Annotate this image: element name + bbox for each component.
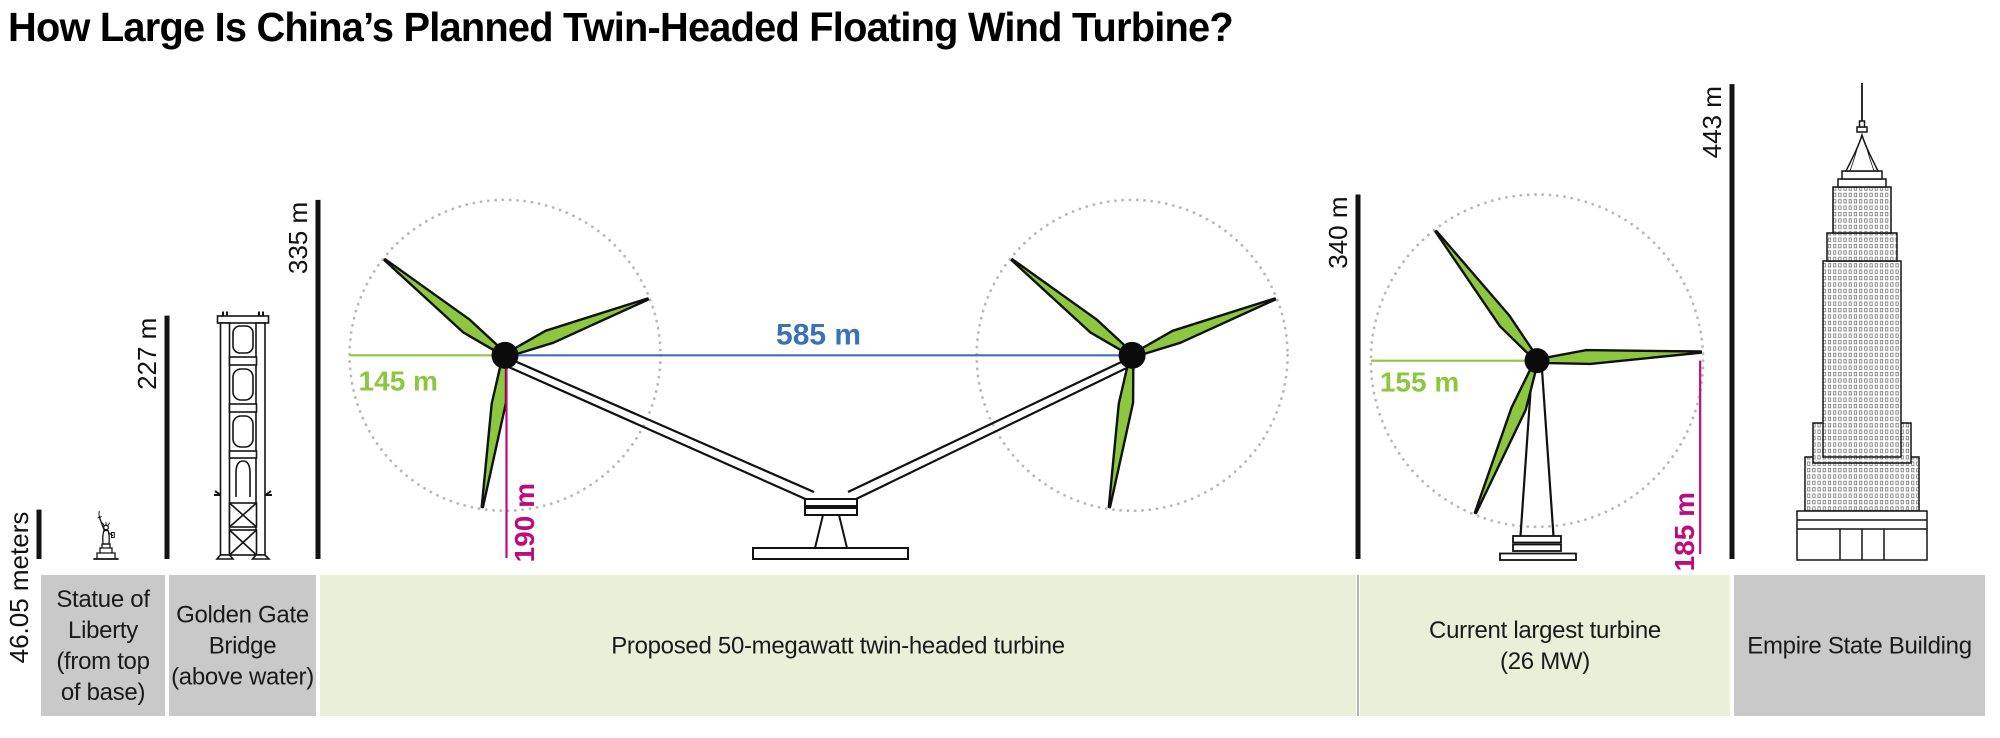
gg-arch-opening	[235, 460, 251, 497]
gg-portal-opening	[232, 368, 254, 401]
rotor-radius-label-largest: 155 m	[1380, 367, 1459, 398]
esb-main-shaft	[1822, 260, 1902, 458]
band-cell-label-golden-gate-bridge: Golden Gate	[176, 602, 309, 629]
esb-spire-flare-lines	[1849, 144, 1875, 172]
band-cell-label-empire-state-building: Empire State Building	[1747, 633, 1972, 660]
rotor-hub	[1118, 341, 1146, 369]
gg-strut	[228, 356, 258, 366]
chart-title: How Large Is China’s Planned Twin-Headed…	[8, 4, 1234, 50]
tower-platform-bar	[1512, 543, 1562, 552]
gg-left-leg	[219, 322, 231, 556]
gg-foot	[215, 554, 235, 560]
band-cell-golden-gate-bridge	[169, 575, 316, 716]
statue-torch	[97, 516, 102, 519]
band-cell-label-golden-gate-bridge: Bridge	[209, 633, 277, 660]
esb-setback-block	[1826, 232, 1898, 262]
gg-right-leg	[255, 322, 266, 556]
turbine-blade	[1138, 297, 1277, 356]
base-platform-bar	[804, 507, 858, 516]
rotor-swept-circle-largest	[1369, 193, 1705, 529]
rotor-hub-largest	[1524, 348, 1550, 374]
statue-of-liberty-illustration	[93, 510, 119, 560]
tower-base-plate	[1499, 552, 1577, 561]
height-label-empire-state-building: 443 m	[1697, 86, 1727, 158]
tower-platform-bar	[1512, 535, 1562, 544]
label-band: Statue of Liberty (from top of base) Golden …	[41, 575, 1985, 716]
gg-x-brace	[228, 502, 258, 528]
statue-torch-arm	[98, 515, 106, 532]
gg-top-beam	[216, 315, 270, 324]
height-label-current-largest-turbine: 340 m	[1323, 197, 1353, 269]
esb-cap	[1837, 178, 1887, 188]
turbine-blade	[1107, 363, 1135, 509]
hub-height-label: 190 m	[509, 483, 540, 562]
statue-pedestal	[99, 547, 113, 554]
statue-pedestal	[96, 552, 116, 560]
height-label-statue-of-liberty: 46.05 meters	[4, 512, 34, 664]
band-cell-label-statue-of-liberty: Statue of	[56, 586, 150, 613]
support-arm-left	[504, 355, 815, 503]
empire-state-illustration	[1796, 83, 1928, 561]
span-label: 585 m	[776, 318, 861, 351]
support-arm-right	[847, 355, 1133, 502]
band-cell-statue-of-liberty	[41, 575, 165, 716]
height-label-golden-gate-bridge: 227 m	[132, 318, 162, 390]
rotor-hub	[491, 341, 519, 369]
band-cell-label-statue-of-liberty: Liberty	[68, 617, 138, 644]
turbine-blade	[1434, 229, 1534, 357]
band-cell-label-current-largest-turbine: Current largest turbine	[1429, 617, 1661, 644]
gg-foot	[250, 554, 271, 560]
turbine-blade	[480, 363, 508, 509]
band-cell-label-statue-of-liberty: (from top	[56, 648, 149, 675]
hub-height-label-largest: 185 m	[1669, 492, 1700, 571]
turbine-blade	[1010, 258, 1127, 353]
rotor-radius-label: 145 m	[359, 365, 438, 396]
turbine-blade	[1544, 348, 1703, 366]
esb-lower-wings	[1804, 456, 1920, 512]
turbine-blade	[511, 297, 650, 356]
band-cell-current-largest-turbine	[1360, 575, 1730, 716]
esb-cap	[1841, 170, 1883, 180]
gg-finials	[222, 311, 264, 316]
base-pedestal	[813, 514, 849, 549]
gg-strut	[228, 403, 258, 413]
height-label-twin-turbine: 335 m	[283, 202, 313, 274]
esb-top-block	[1832, 186, 1892, 234]
gg-portal-opening	[232, 415, 254, 448]
band-cell-label-statue-of-liberty: of base)	[61, 679, 145, 706]
statue-crown	[102, 522, 110, 526]
esb-base-details	[1797, 519, 1927, 560]
esb-spire-flare	[1844, 132, 1880, 172]
statue-tablet	[111, 532, 115, 538]
band-cell-label-current-largest-turbine: (26 MW)	[1500, 648, 1590, 675]
gg-strut	[228, 450, 258, 459]
esb-antenna-collar	[1858, 120, 1866, 128]
statue-body	[102, 529, 110, 545]
gg-deck-brackets	[214, 490, 272, 496]
golden-gate-illustration	[214, 311, 272, 560]
band-cell-empire-state-building	[1734, 575, 1985, 716]
base-platform-bar	[804, 498, 858, 507]
gg-portal-opening	[232, 325, 254, 354]
band-cell-label-twin-turbine: Proposed 50-megawatt twin-headed turbine	[611, 633, 1065, 660]
gg-x-brace	[228, 529, 258, 556]
turbine-blade	[383, 258, 500, 353]
band-cell-twin-turbine	[320, 575, 1356, 716]
floating-base-plate	[752, 547, 909, 560]
band-cell-label-golden-gate-bridge: (above water)	[171, 664, 314, 691]
